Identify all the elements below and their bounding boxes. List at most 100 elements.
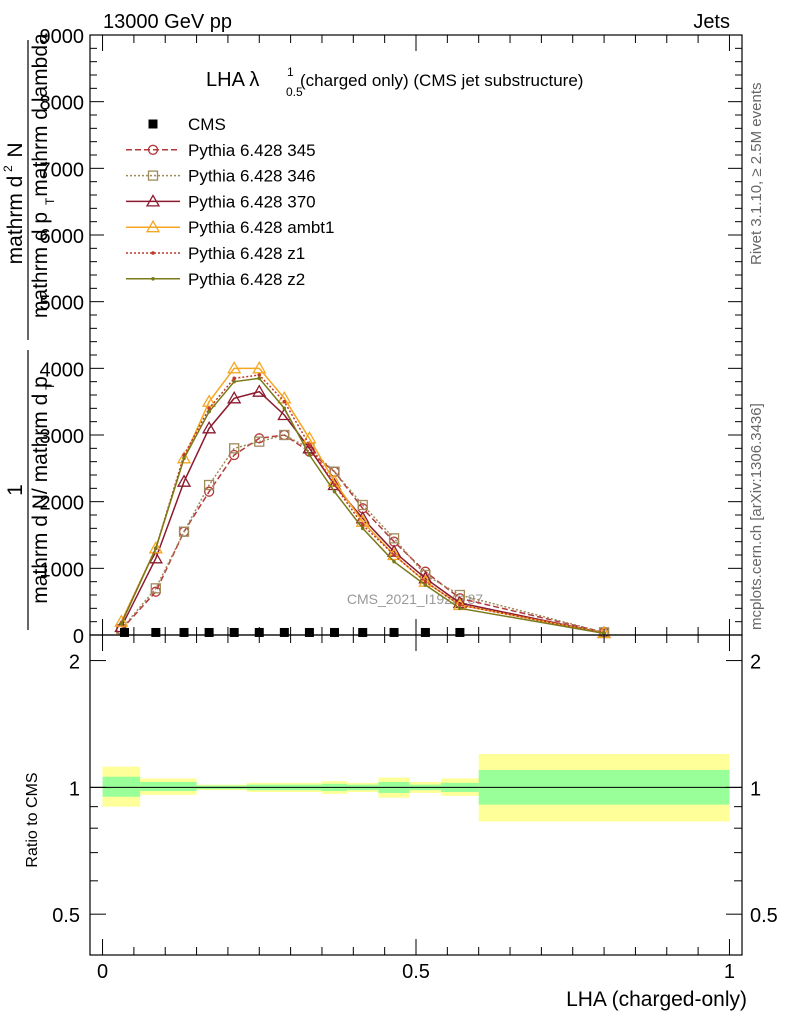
series-point xyxy=(232,376,236,381)
legend-label: Pythia 6.428 346 xyxy=(188,167,316,186)
series-point xyxy=(307,443,312,447)
ylabel-top-num: 1 xyxy=(4,484,27,496)
ratio-tick-label-right: 1 xyxy=(750,778,761,800)
legend-item: Pythia 6.428 346 xyxy=(126,167,316,186)
category-label: Jets xyxy=(693,11,730,33)
cms-data-point xyxy=(304,627,314,637)
legend-item: CMS xyxy=(148,115,226,134)
cms-data-point xyxy=(119,627,129,637)
x-axis-ticks-main xyxy=(102,35,730,635)
cms-data-point xyxy=(179,627,189,637)
legend-label: Pythia 6.428 z1 xyxy=(188,244,305,263)
series-point xyxy=(252,384,267,397)
cms-data-point xyxy=(279,627,289,637)
series-point xyxy=(207,406,211,411)
series-point xyxy=(392,559,396,564)
legend: CMS Pythia 6.428 345 Pythia 6.428 346 Pythi… xyxy=(126,115,334,289)
series-point xyxy=(148,551,163,564)
series-point xyxy=(307,453,312,457)
series-point xyxy=(423,583,428,587)
series-point xyxy=(360,523,365,527)
series-point xyxy=(458,606,462,611)
rivet-version-label: Rivet 3.1.10, ≥ 2.5M events xyxy=(748,83,765,266)
legend-item: Pythia 6.428 ambt1 xyxy=(126,218,334,237)
y-tick-label: 0 xyxy=(73,626,84,648)
ylabel-main-num: mathrm d xyxy=(4,176,27,265)
ratio-band-inner xyxy=(140,781,197,792)
legend-marker xyxy=(147,144,159,155)
ratio-tick-label: 0.5 xyxy=(52,905,80,927)
series-point xyxy=(360,526,365,531)
series-point xyxy=(201,394,217,407)
legend-label: Pythia 6.428 345 xyxy=(188,141,316,160)
cms-data-point xyxy=(420,627,430,637)
ratio-band-inner xyxy=(102,776,141,797)
legend-marker xyxy=(148,119,158,129)
legend-item: Pythia 6.428 345 xyxy=(126,141,316,160)
y-tick-label: 6000 xyxy=(40,226,85,248)
series-point xyxy=(282,406,287,411)
legend-label: Pythia 6.428 ambt1 xyxy=(188,218,334,237)
series-point xyxy=(332,489,337,494)
ylabel-main-num-sup: 2 xyxy=(1,165,15,172)
series-line xyxy=(120,374,605,634)
series-line xyxy=(120,377,605,635)
legend-marker xyxy=(151,251,155,255)
series-point xyxy=(332,483,337,487)
series-layer xyxy=(114,361,612,639)
series-point xyxy=(279,429,290,441)
ylabel-top-den: mathrm d N/ mathrm d p xyxy=(29,376,52,604)
ratio-axis-label: Ratio to CMS xyxy=(24,772,41,867)
series-point xyxy=(203,479,215,491)
y-tick-label: 2000 xyxy=(40,493,85,515)
cms-data-point xyxy=(358,627,368,637)
legend-item: Pythia 6.428 z1 xyxy=(126,244,305,263)
x-tick-label: 0 xyxy=(97,961,108,983)
series-point xyxy=(182,456,186,461)
title-rest: (charged only) (CMS jet substructure) xyxy=(300,71,583,90)
cms-data-point xyxy=(254,627,264,637)
y-axis-label: 1 mathrm d N/ mathrm d p T mathrm d 2 N … xyxy=(1,33,57,630)
ylabel-main-den-rest: mathrm d lambda xyxy=(29,33,52,197)
title-sub: 0.5 xyxy=(286,85,303,99)
y-tick-label: 5000 xyxy=(40,293,85,315)
ratio-tick-label-right: 0.5 xyxy=(750,905,778,927)
mcplots-label: mcplots.cern.ch [arXiv:1306.3436] xyxy=(748,403,765,630)
series-point xyxy=(119,621,124,626)
legend-marker xyxy=(145,219,161,233)
ratio-tick-label-right: 2 xyxy=(750,652,761,674)
series-point xyxy=(302,431,317,444)
plot-title: LHA λ 1 0.5 (charged only) (CMS jet subs… xyxy=(206,65,583,99)
series-point xyxy=(327,477,342,491)
legend-label: Pythia 6.428 z2 xyxy=(188,270,305,289)
title-main: LHA λ xyxy=(206,69,259,91)
energy-label: 13000 GeV pp xyxy=(103,11,232,33)
y-tick-label: 8000 xyxy=(40,93,85,115)
series-point xyxy=(386,547,402,561)
series-point xyxy=(154,546,158,551)
cms-data-point xyxy=(330,627,339,637)
y-tick-label: 7000 xyxy=(40,159,85,181)
cms-data-point xyxy=(151,627,161,637)
ylabel-main-den: mathrm d p xyxy=(29,212,52,318)
series-point xyxy=(227,361,242,374)
series-line xyxy=(120,434,605,634)
cms-data-point xyxy=(389,627,399,637)
series-point xyxy=(302,441,317,454)
series-point xyxy=(257,376,262,381)
ratio-axis-ticks: 0.5 0.5 1 1 2 2 xyxy=(52,652,778,928)
series-point xyxy=(176,451,192,464)
legend-marker xyxy=(151,277,155,281)
title-sup: 1 xyxy=(287,65,294,79)
ylabel-main-num-rest: N xyxy=(4,142,27,157)
series-point xyxy=(423,579,428,584)
series-point xyxy=(602,631,606,636)
legend-item: Pythia 6.428 370 xyxy=(126,192,316,211)
series-point xyxy=(227,391,242,404)
series-pythia-6-428-z2 xyxy=(119,376,606,636)
legend-item: Pythia 6.428 z2 xyxy=(126,270,305,289)
series-line xyxy=(120,434,605,634)
series-point xyxy=(148,541,163,554)
series-point xyxy=(252,361,267,374)
